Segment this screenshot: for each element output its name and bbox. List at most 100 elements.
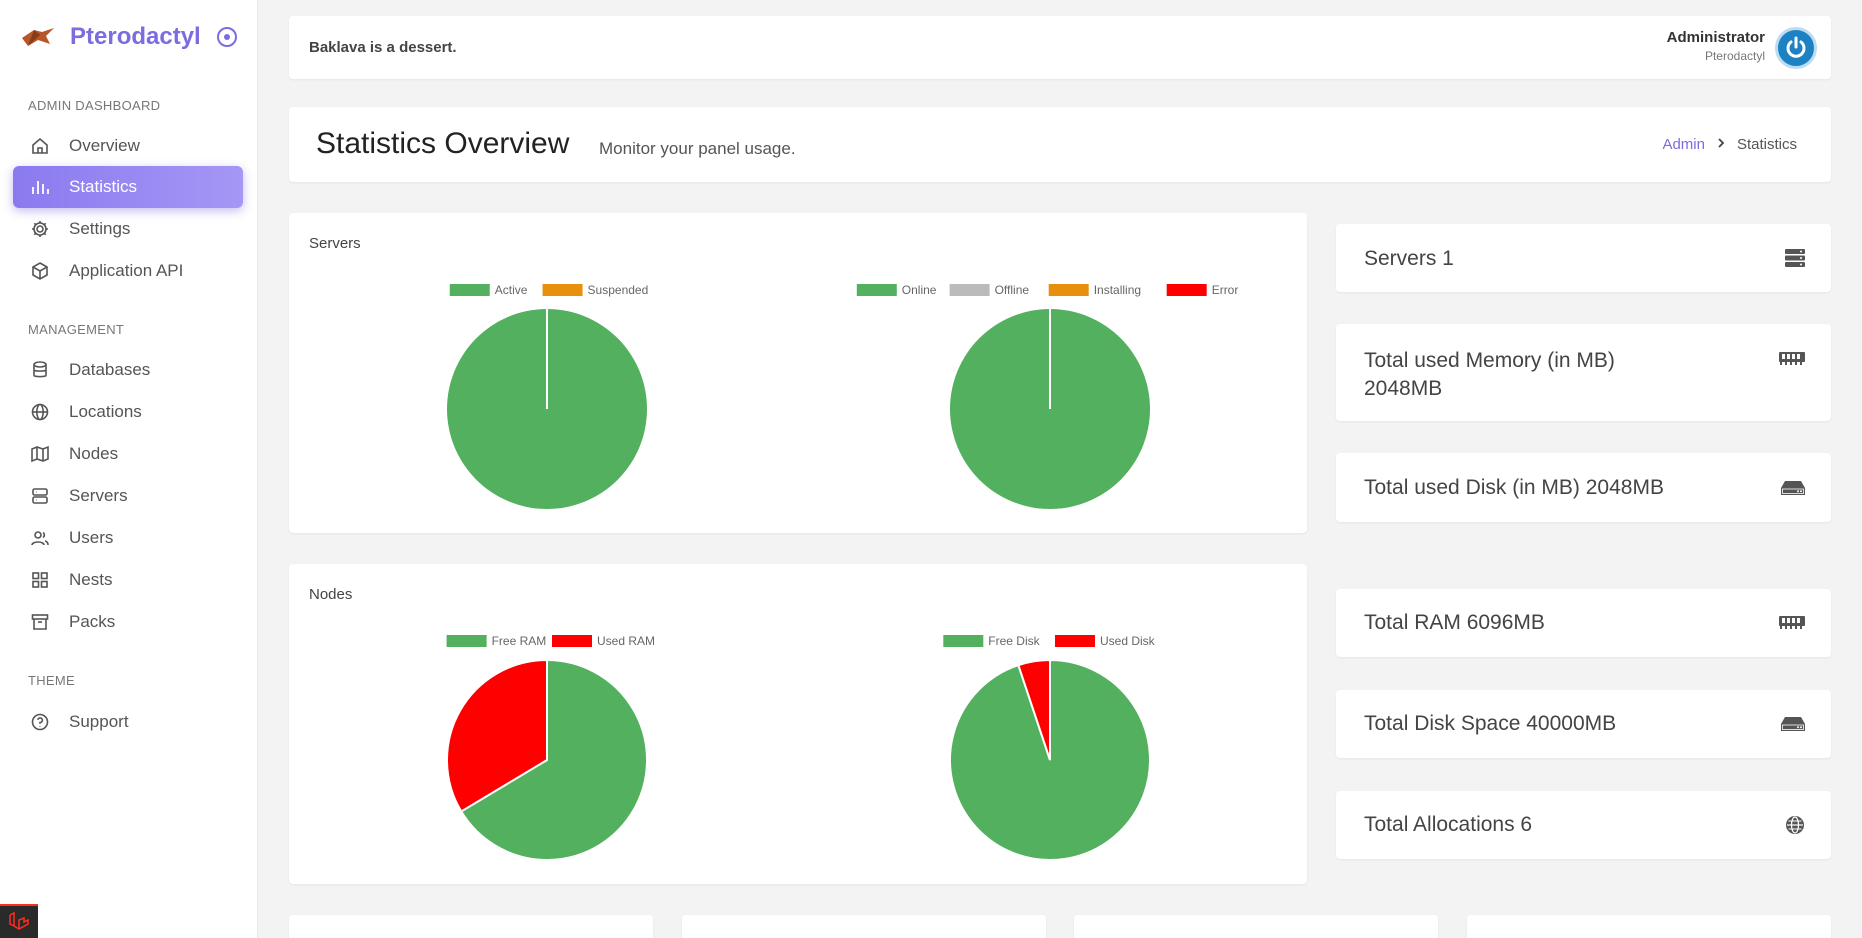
sidebar-item-label: Settings xyxy=(69,219,131,238)
users-icon xyxy=(29,527,51,549)
power-icon xyxy=(1786,36,1806,58)
globe-icon xyxy=(1785,815,1805,840)
sidebar-item-nests[interactable]: Nests xyxy=(13,559,243,601)
bottom-card xyxy=(1467,915,1831,938)
bar-chart-icon xyxy=(29,176,51,198)
top-bar: Baklava is a dessert. Administrator Pter… xyxy=(289,16,1831,79)
legend-swatch[interactable] xyxy=(446,635,487,647)
user-name: Administrator xyxy=(1666,29,1765,46)
help-circle-icon xyxy=(29,711,51,733)
stat-card-total-ram: Total RAM 6096MB xyxy=(1336,589,1831,657)
legend-label[interactable]: Free Disk xyxy=(988,634,1040,648)
legend-swatch[interactable] xyxy=(856,284,897,296)
gear-icon xyxy=(29,218,51,240)
target-icon[interactable] xyxy=(216,27,237,47)
sidebar-item-label: Statistics xyxy=(69,177,138,196)
breadcrumb-current: Statistics xyxy=(1736,136,1797,153)
hdd-icon xyxy=(1781,716,1805,737)
servers-card-title: Servers xyxy=(309,235,361,252)
legend-label[interactable]: Used RAM xyxy=(597,634,655,648)
stat-card-servers: Servers 1 xyxy=(1336,224,1831,292)
laravel-debugbar-icon[interactable] xyxy=(0,904,38,938)
sidebar-item-label: Nodes xyxy=(69,444,119,463)
memory-icon xyxy=(1779,614,1805,635)
brand[interactable]: Pterodactyl xyxy=(20,20,237,54)
legend-swatch[interactable] xyxy=(949,284,990,296)
legend-label[interactable]: Installing xyxy=(1094,283,1141,297)
legend-label[interactable]: Suspended xyxy=(588,283,649,297)
bottom-card xyxy=(682,915,1046,938)
nodes-charts: Free RAM Used RAM Free Disk Used Disk xyxy=(446,634,1156,861)
breadcrumb-admin-link[interactable]: Admin xyxy=(1662,136,1705,153)
pie-slice[interactable] xyxy=(446,658,548,813)
memory-icon xyxy=(1779,350,1805,371)
legend-swatch[interactable] xyxy=(552,635,592,647)
legend-swatch[interactable] xyxy=(1048,284,1089,296)
server-icon xyxy=(29,485,51,507)
sidebar-item-users[interactable]: Users xyxy=(13,517,243,559)
legend-label[interactable]: Offline xyxy=(995,283,1030,297)
sidebar-item-application-api[interactable]: Application API xyxy=(13,250,243,292)
stat-card-used-disk: Total used Disk (in MB) 2048MB xyxy=(1336,453,1831,522)
chevron-right-icon xyxy=(1717,136,1725,153)
servers-status-pie-chart: Active Suspended xyxy=(447,283,648,509)
sidebar-item-label: Locations xyxy=(69,402,142,421)
sidebar-item-settings[interactable]: Settings xyxy=(13,208,243,250)
user-role: Pterodactyl xyxy=(1704,49,1765,63)
legend-label[interactable]: Used Disk xyxy=(1100,634,1156,648)
legend-swatch[interactable] xyxy=(1055,635,1095,647)
legend-swatch[interactable] xyxy=(542,284,583,296)
nodes-ram-pie-chart: Free RAM Used RAM xyxy=(446,634,655,861)
nodes-disk-pie-chart: Free Disk Used Disk xyxy=(943,634,1156,861)
nodes-card-title: Nodes xyxy=(309,586,353,603)
sidebar-item-label: Overview xyxy=(69,136,140,155)
legend-label[interactable]: Free RAM xyxy=(492,634,547,648)
sidebar-item-packs[interactable]: Packs xyxy=(13,601,243,643)
database-icon xyxy=(29,359,51,381)
stat-text: Total Allocations 6 xyxy=(1364,813,1533,836)
servers-state-pie-chart: Online Offline Installing Error xyxy=(856,283,1239,509)
legend-label[interactable]: Error xyxy=(1212,283,1239,297)
legend-swatch[interactable] xyxy=(943,635,984,647)
bottom-card xyxy=(1074,915,1438,938)
stat-text: Total used Disk (in MB) 2048MB xyxy=(1364,476,1664,499)
stat-text: Total Disk Space 40000MB xyxy=(1364,712,1617,735)
sidebar-item-statistics[interactable]: Statistics xyxy=(13,166,243,208)
servers-chart-card: Servers Active Suspended Online Offline Ins… xyxy=(289,213,1307,533)
legend-swatch[interactable] xyxy=(1166,284,1207,296)
sidebar-item-label: Packs xyxy=(69,612,116,631)
legend-label[interactable]: Active xyxy=(495,283,528,297)
sidebar-item-label: Nests xyxy=(69,570,113,589)
stat-card-used-memory: Total used Memory (in MB) 2048MB xyxy=(1336,324,1831,421)
archive-icon xyxy=(29,611,51,633)
legend-swatch[interactable] xyxy=(449,284,490,296)
sidebar-item-support[interactable]: Support xyxy=(13,701,243,743)
user-info[interactable]: Administrator Pterodactyl xyxy=(1667,29,1765,63)
pie-slice[interactable] xyxy=(459,658,648,861)
hdd-icon xyxy=(1781,480,1805,501)
breadcrumb: Admin Statistics xyxy=(1662,136,1797,153)
sidebar-item-nodes[interactable]: Nodes xyxy=(13,433,243,475)
top-bar-message: Baklava is a dessert. xyxy=(309,39,457,56)
legend-label[interactable]: Online xyxy=(902,283,937,297)
sidebar-item-overview[interactable]: Overview xyxy=(13,125,243,167)
home-icon xyxy=(29,135,51,157)
page-title: Statistics Overview xyxy=(316,127,570,160)
sidebar-item-label: Support xyxy=(69,712,129,731)
avatar[interactable] xyxy=(1775,27,1817,69)
sidebar-item-locations[interactable]: Locations xyxy=(13,391,243,433)
sidebar-item-servers[interactable]: Servers xyxy=(13,475,243,517)
pie-slice[interactable] xyxy=(1017,658,1051,761)
globe-icon xyxy=(29,401,51,423)
brand-name: Pterodactyl xyxy=(70,23,201,50)
sidebar-item-databases[interactable]: Databases xyxy=(13,349,243,391)
server-stack-icon xyxy=(1785,249,1805,272)
stat-text: Total RAM 6096MB xyxy=(1364,611,1545,634)
sidebar: Pterodactyl ADMIN DASHBOARD Overview Sta… xyxy=(0,0,258,938)
cube-icon xyxy=(29,260,51,282)
sidebar-item-label: Databases xyxy=(69,360,151,379)
nav-heading-theme: THEME xyxy=(28,673,75,688)
sidebar-item-label: Servers xyxy=(69,486,128,505)
bottom-card xyxy=(289,915,653,938)
page-subtitle: Monitor your panel usage. xyxy=(599,139,796,158)
